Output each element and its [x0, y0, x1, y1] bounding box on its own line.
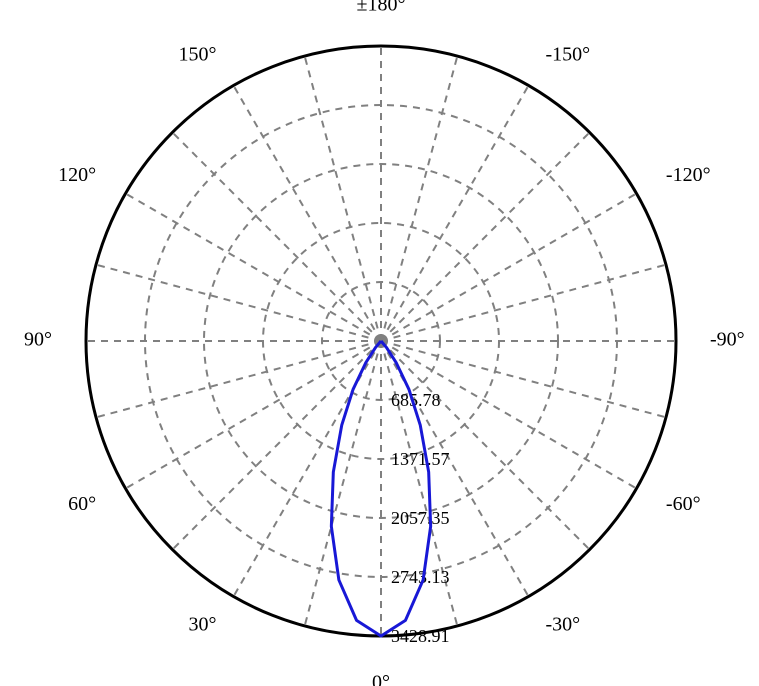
angle-tick-label: 150°	[179, 44, 217, 66]
radial-tick-label: 2057.35	[391, 508, 450, 528]
angle-tick-label: -60°	[666, 493, 701, 515]
angle-tick-label: -120°	[666, 164, 711, 186]
angle-tick-label: 30°	[189, 614, 217, 636]
radial-tick-label: 3428.91	[391, 626, 450, 646]
angle-tick-label: 120°	[58, 164, 96, 186]
radial-tick-label: 1371.57	[391, 449, 450, 469]
angle-tick-label: -150°	[546, 44, 591, 66]
angle-tick-label: 60°	[68, 493, 96, 515]
angle-tick-label: ±180°	[357, 0, 406, 16]
polar-chart: 685.781371.572057.352743.133428.91±180°1…	[0, 0, 759, 686]
angle-tick-label: 90°	[24, 329, 52, 351]
angle-tick-label: 0°	[372, 672, 390, 686]
angle-tick-label: -30°	[546, 614, 581, 636]
angle-tick-label: -90°	[710, 329, 745, 351]
